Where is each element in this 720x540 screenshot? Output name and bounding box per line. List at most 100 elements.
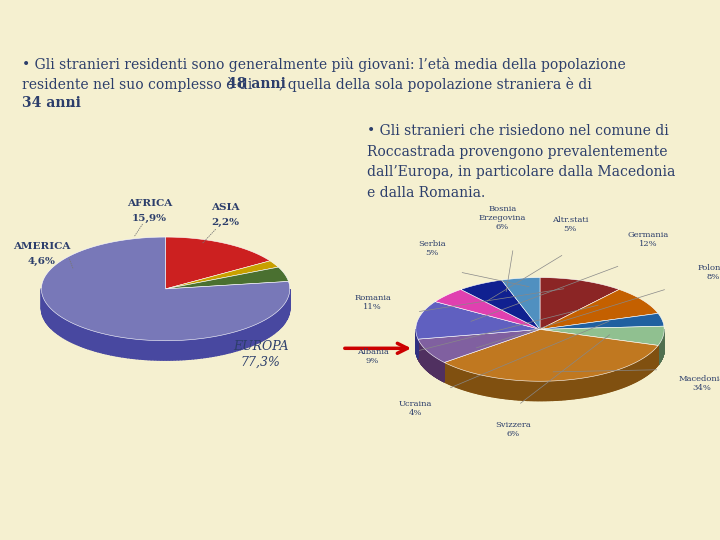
Polygon shape xyxy=(88,329,90,349)
Polygon shape xyxy=(549,381,551,401)
Polygon shape xyxy=(544,381,546,401)
Polygon shape xyxy=(285,301,286,322)
Polygon shape xyxy=(179,340,181,360)
Polygon shape xyxy=(253,325,256,345)
Polygon shape xyxy=(61,317,63,338)
Polygon shape xyxy=(634,363,635,383)
Polygon shape xyxy=(636,361,637,381)
Polygon shape xyxy=(608,373,609,392)
Polygon shape xyxy=(627,366,628,386)
Polygon shape xyxy=(67,320,68,341)
Polygon shape xyxy=(643,358,644,378)
Polygon shape xyxy=(527,381,528,401)
Polygon shape xyxy=(599,375,600,395)
Polygon shape xyxy=(205,338,208,357)
Polygon shape xyxy=(631,364,632,384)
Polygon shape xyxy=(515,380,516,400)
Polygon shape xyxy=(495,377,496,397)
Polygon shape xyxy=(497,378,498,397)
Polygon shape xyxy=(457,368,458,388)
Polygon shape xyxy=(580,378,582,398)
Polygon shape xyxy=(75,324,76,345)
Polygon shape xyxy=(557,381,559,400)
Polygon shape xyxy=(496,378,497,397)
Polygon shape xyxy=(458,368,459,388)
Polygon shape xyxy=(582,378,583,397)
Text: .: . xyxy=(69,96,73,110)
Polygon shape xyxy=(540,326,664,346)
Polygon shape xyxy=(628,366,629,386)
Polygon shape xyxy=(140,340,143,359)
Polygon shape xyxy=(600,375,601,394)
Polygon shape xyxy=(459,369,460,389)
Polygon shape xyxy=(260,322,262,342)
Polygon shape xyxy=(626,367,627,386)
Polygon shape xyxy=(71,322,73,343)
Text: • Gli stranieri che risiedono nel comune di
Roccastrada provengono prevalentemen: • Gli stranieri che risiedono nel comune… xyxy=(367,124,675,200)
Text: , quella della sola popolazione straniera è di: , quella della sola popolazione stranier… xyxy=(279,77,591,92)
Polygon shape xyxy=(529,381,531,401)
Polygon shape xyxy=(486,376,487,396)
Polygon shape xyxy=(621,368,622,388)
Polygon shape xyxy=(108,335,111,355)
Polygon shape xyxy=(217,336,219,356)
Polygon shape xyxy=(543,381,544,401)
Polygon shape xyxy=(520,381,521,400)
Polygon shape xyxy=(214,336,217,356)
Polygon shape xyxy=(491,377,492,397)
Polygon shape xyxy=(523,381,524,400)
Polygon shape xyxy=(535,381,536,401)
Polygon shape xyxy=(603,374,605,393)
Polygon shape xyxy=(184,340,187,360)
Polygon shape xyxy=(641,359,642,379)
Text: Macedonia
34%: Macedonia 34% xyxy=(679,375,720,392)
Text: EUROPA: EUROPA xyxy=(233,340,289,354)
Polygon shape xyxy=(479,375,480,394)
Polygon shape xyxy=(460,369,462,389)
Polygon shape xyxy=(475,374,477,394)
Polygon shape xyxy=(455,367,456,387)
Polygon shape xyxy=(554,381,556,400)
Polygon shape xyxy=(199,339,202,358)
Polygon shape xyxy=(418,329,540,362)
Polygon shape xyxy=(559,381,560,400)
Polygon shape xyxy=(505,379,506,399)
Polygon shape xyxy=(279,309,280,329)
Polygon shape xyxy=(219,335,222,355)
Polygon shape xyxy=(78,326,81,346)
Polygon shape xyxy=(444,329,658,381)
Polygon shape xyxy=(58,315,60,335)
Polygon shape xyxy=(233,332,235,352)
Polygon shape xyxy=(540,381,541,401)
Polygon shape xyxy=(445,363,446,383)
Polygon shape xyxy=(611,372,613,392)
Polygon shape xyxy=(208,337,211,357)
Polygon shape xyxy=(68,321,71,342)
Polygon shape xyxy=(541,381,543,401)
Polygon shape xyxy=(466,371,467,390)
Polygon shape xyxy=(516,380,518,400)
Polygon shape xyxy=(52,309,53,330)
Polygon shape xyxy=(565,380,567,400)
Polygon shape xyxy=(635,362,636,382)
Polygon shape xyxy=(537,381,539,401)
Polygon shape xyxy=(63,318,65,339)
Polygon shape xyxy=(640,360,641,380)
Polygon shape xyxy=(592,376,593,396)
Polygon shape xyxy=(564,380,565,400)
Polygon shape xyxy=(637,361,639,381)
Polygon shape xyxy=(86,328,88,349)
Text: Ucraina
4%: Ucraina 4% xyxy=(399,400,433,417)
Polygon shape xyxy=(572,380,573,399)
Polygon shape xyxy=(158,341,161,360)
Polygon shape xyxy=(444,362,445,382)
Polygon shape xyxy=(642,359,643,379)
Polygon shape xyxy=(539,381,540,401)
Polygon shape xyxy=(567,380,568,400)
Polygon shape xyxy=(587,377,588,397)
Polygon shape xyxy=(202,338,205,358)
Polygon shape xyxy=(122,338,125,357)
Polygon shape xyxy=(556,381,557,400)
Polygon shape xyxy=(467,372,469,392)
Text: • Gli stranieri residenti sono generalmente più giovani: l’età media della popol: • Gli stranieri residenti sono generalme… xyxy=(22,57,626,72)
